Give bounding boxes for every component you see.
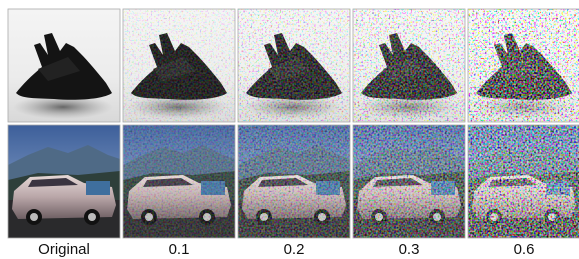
column-label: 0.1: [169, 241, 190, 258]
noise-overlay: [468, 125, 579, 238]
image-tile: [123, 125, 235, 238]
image-grid: [8, 9, 579, 238]
image-tile: [238, 125, 350, 238]
image-tile: [8, 125, 120, 238]
image-tile: [123, 9, 235, 122]
noise-overlay: [123, 125, 235, 238]
image-tile: [468, 9, 579, 122]
image-tile: [353, 125, 465, 238]
noise-overlay: [468, 9, 579, 122]
column-label: 0.2: [284, 241, 305, 258]
column-label: Original: [38, 241, 90, 258]
noise-overlay: [353, 9, 465, 122]
image-tile: [353, 9, 465, 122]
noise-overlay: [353, 125, 465, 238]
image-tile: [238, 9, 350, 122]
image-tile: [8, 9, 120, 122]
column-label: 0.6: [514, 241, 535, 258]
noise-overlay: [123, 9, 235, 122]
figure: Original 0.1 0.2 0.3 0.6: [0, 0, 579, 259]
column-label: 0.3: [399, 241, 420, 258]
noise-overlay: [238, 9, 350, 122]
image-tile: [468, 125, 579, 238]
car-image: [8, 125, 120, 238]
shoe-image: [8, 9, 120, 122]
noise-overlay: [238, 125, 350, 238]
